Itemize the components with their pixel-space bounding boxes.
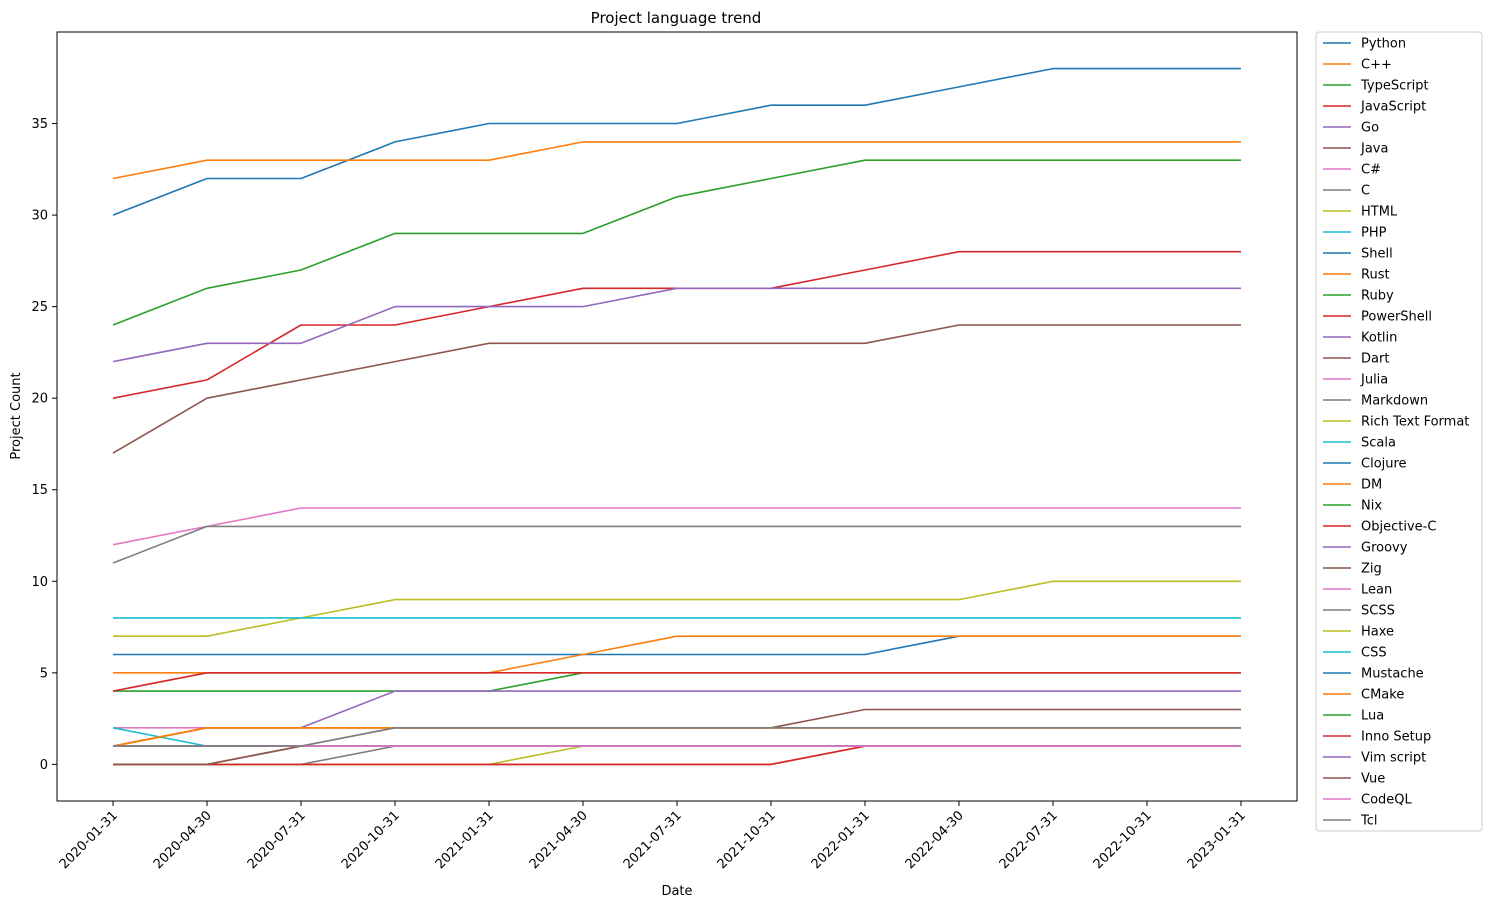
legend-entry: CodeQL: [1361, 793, 1413, 808]
legend-entry: Groovy: [1361, 541, 1408, 556]
legend-entry: Lean: [1361, 583, 1392, 598]
legend-entry: PHP: [1361, 226, 1387, 241]
x-tick-label: 2022-04-30: [903, 808, 967, 872]
x-tick-label: 2022-07-31: [997, 808, 1061, 872]
legend-entry: Lua: [1361, 709, 1384, 724]
legend-entry: Rust: [1361, 268, 1390, 283]
x-axis-label: Date: [661, 884, 692, 899]
series-line-powershell: [112, 671, 1241, 692]
x-axis: 2020-01-31 2020-04-30 2020-07-31 2020-10-31…: [57, 801, 1249, 872]
y-tick-label: 10: [31, 575, 48, 590]
series-line-java: [112, 324, 1241, 454]
x-tick-label: 2021-01-31: [433, 808, 497, 872]
legend-entry: Java: [1360, 142, 1388, 157]
x-tick-label: 2021-10-31: [715, 808, 779, 872]
legend-entry: C#: [1361, 163, 1381, 178]
legend-entry: Julia: [1360, 373, 1388, 388]
legend-entry: Mustache: [1361, 667, 1424, 682]
legend-entry: Tcl: [1360, 814, 1378, 829]
series-lines: [112, 67, 1241, 766]
legend-entry: CSS: [1361, 646, 1387, 661]
x-tick-label: 2020-01-31: [57, 808, 121, 872]
legend-entry: Dart: [1361, 352, 1389, 367]
y-axis-label: Project Count: [9, 372, 24, 459]
chart-title: Project language trend: [591, 9, 762, 27]
legend-entry: Vue: [1361, 772, 1385, 787]
legend-entry: SCSS: [1361, 604, 1395, 619]
legend-entry: Objective-C: [1361, 520, 1436, 535]
legend-entry: Inno Setup: [1361, 730, 1431, 745]
y-axis: 0 5 10 15 20 25 30 35: [31, 117, 57, 773]
series-line-c: [112, 141, 1241, 180]
series-line-tcl: [113, 726, 1241, 747]
legend-entry: Rich Text Format: [1361, 415, 1469, 430]
plot-area: [56, 31, 1298, 802]
legend-entry: Kotlin: [1361, 331, 1397, 346]
series-line-c: [112, 525, 1241, 564]
legend-entry: Shell: [1361, 247, 1393, 262]
legend-entry: Go: [1361, 121, 1379, 136]
legend-entry: Zig: [1361, 562, 1382, 577]
legend-entry: Ruby: [1361, 289, 1394, 304]
y-tick-label: 25: [31, 300, 48, 315]
legend-entry: Python: [1361, 37, 1406, 52]
legend-entry: JavaScript: [1360, 100, 1426, 115]
legend-entry: TypeScript: [1360, 79, 1429, 94]
legend-entry: Nix: [1361, 499, 1382, 514]
x-tick-label: 2021-04-30: [527, 808, 591, 872]
y-tick-label: 30: [31, 209, 48, 224]
legend-entry: Markdown: [1361, 394, 1428, 409]
legend-box: [1315, 31, 1483, 832]
legend-entry: Clojure: [1361, 457, 1407, 472]
legend-entry: CMake: [1361, 688, 1404, 703]
x-tick-label: 2020-07-31: [245, 808, 309, 872]
legend-entry: PowerShell: [1361, 310, 1432, 325]
x-tick-label: 2020-04-30: [151, 808, 215, 872]
legend-entry: Haxe: [1361, 625, 1394, 640]
x-tick-label: 2022-01-31: [809, 808, 873, 872]
legend-entry: Scala: [1361, 436, 1396, 451]
y-tick-label: 5: [40, 666, 48, 681]
x-tick-label: 2023-01-31: [1185, 808, 1249, 872]
series-line-go: [112, 287, 1241, 363]
legend-entry: C: [1361, 184, 1370, 199]
x-tick-label: 2021-07-31: [621, 808, 685, 872]
x-tick-label: 2022-10-31: [1091, 808, 1155, 872]
y-tick-label: 0: [40, 758, 48, 773]
series-line-python: [112, 67, 1241, 216]
legend-entry: DM: [1361, 478, 1382, 493]
y-tick-label: 35: [31, 117, 48, 132]
legend: Python C++ TypeScript JavaScript Go Java C# C HT…: [1315, 31, 1483, 832]
legend-entry: Vim script: [1361, 751, 1426, 766]
y-tick-label: 15: [31, 483, 48, 498]
y-tick-label: 20: [31, 392, 48, 407]
legend-entry: HTML: [1361, 205, 1398, 220]
series-line-typescript: [112, 159, 1241, 326]
x-tick-label: 2020-10-31: [339, 808, 403, 872]
legend-entry: C++: [1361, 58, 1392, 73]
series-line-c: [112, 507, 1241, 546]
